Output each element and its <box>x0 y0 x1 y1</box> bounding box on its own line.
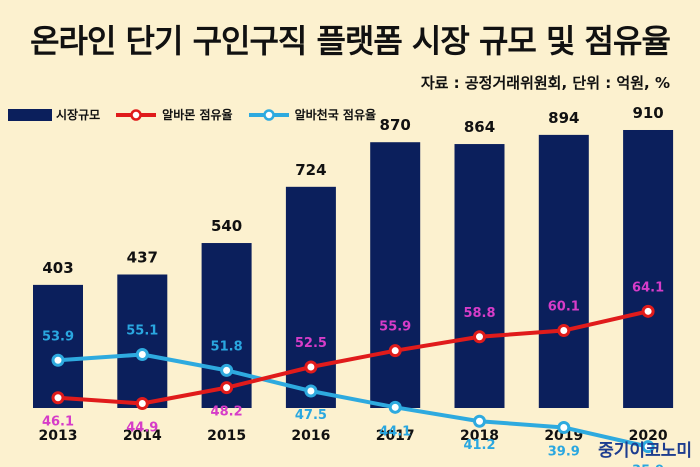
chart-title: 온라인 단기 구인구직 플랫폼 시장 규모 및 점유율 <box>30 22 671 60</box>
x-tick-label-2018: 2018 <box>460 428 499 444</box>
point-albamon-2016 <box>304 360 318 374</box>
bar-market-size-2013 <box>33 284 83 408</box>
data-label-alba-heaven-2016: 47.5 <box>295 408 327 423</box>
bar-market-size-2019 <box>538 134 589 408</box>
point-alba-heaven-2017 <box>388 400 402 414</box>
legend-label-market-size: 시장규모 <box>56 108 101 122</box>
data-label-alba-heaven-2017: 44.1 <box>379 424 411 439</box>
data-label-alba-heaven-2018: 41.2 <box>463 438 495 453</box>
point-alba-heaven-2018 <box>473 414 486 428</box>
data-label-albamon-2014: 44.9 <box>126 420 158 435</box>
bar-value-label-2015: 540 <box>211 217 242 235</box>
bar-market-size-2014 <box>117 274 168 408</box>
legend-item-albamon: 알바몬 점유율 <box>114 106 233 123</box>
legend-item-market-size: 시장규모 <box>8 106 100 123</box>
point-alba-heaven-2020 <box>641 440 655 454</box>
data-label-albamon-2018: 58.8 <box>463 306 495 321</box>
legend-swatch-bar <box>8 108 52 121</box>
point-alba-heaven-2016 <box>304 384 318 398</box>
bar-value-label-2017: 870 <box>380 116 411 134</box>
legend-label-albamon: 알바몬 점유율 <box>162 108 233 122</box>
line-albamon <box>57 309 649 406</box>
point-albamon-2014 <box>135 396 149 410</box>
x-tick-label-2016: 2016 <box>291 428 330 444</box>
data-label-albamon-2017: 55.9 <box>379 320 411 335</box>
point-alba-heaven-2015 <box>220 363 234 377</box>
data-label-alba-heaven-2015: 51.8 <box>211 339 243 354</box>
bar-market-size-2018 <box>454 144 505 408</box>
data-label-alba-heaven-2020: 35.9 <box>632 464 664 467</box>
legend-swatch-alba-heaven <box>248 108 289 121</box>
point-alba-heaven-2019 <box>557 420 571 434</box>
x-tick-label-2014: 2014 <box>123 428 162 444</box>
chart-source-note: 자료 : 공정거래위원회, 단위 : 억원, % <box>420 74 670 92</box>
data-label-albamon-2016: 52.5 <box>295 336 327 351</box>
point-albamon-2015 <box>220 381 234 395</box>
point-albamon-2018 <box>473 330 486 344</box>
data-label-albamon-2020: 64.1 <box>632 280 664 295</box>
bar-value-label-2013: 403 <box>42 259 73 277</box>
data-label-albamon-2019: 60.1 <box>548 300 580 315</box>
point-albamon-2017 <box>388 344 402 358</box>
line-alba-heaven <box>57 352 649 449</box>
point-alba-heaven-2014 <box>135 348 149 362</box>
point-albamon-2020 <box>641 304 655 318</box>
data-label-albamon-2013: 46.1 <box>42 415 74 430</box>
legend-swatch-albamon <box>116 108 157 121</box>
x-tick-label-2019: 2019 <box>544 428 583 444</box>
data-label-alba-heaven-2019: 39.9 <box>548 444 580 459</box>
bar-value-label-2019: 894 <box>548 109 579 127</box>
bar-market-size-2015 <box>201 243 252 408</box>
bar-value-label-2014: 437 <box>127 248 158 266</box>
bar-value-label-2016: 724 <box>295 161 326 179</box>
legend-item-alba-heaven: 알바천국 점유율 <box>247 106 376 123</box>
point-albamon-2013 <box>51 391 65 405</box>
publisher-logo: 중기이코노미 <box>598 441 692 461</box>
bar-market-size-2020 <box>623 129 674 408</box>
data-label-alba-heaven-2014: 55.1 <box>126 324 158 339</box>
point-alba-heaven-2013 <box>51 353 65 367</box>
bar-market-size-2016 <box>285 186 336 408</box>
bar-value-label-2018: 864 <box>464 118 495 136</box>
x-tick-label-2017: 2017 <box>376 428 415 444</box>
bar-market-size-2017 <box>370 142 421 408</box>
chart-legend: 시장규모 알바몬 점유율 알바천국 점유율 <box>8 106 376 123</box>
x-tick-label-2020: 2020 <box>629 428 668 444</box>
point-albamon-2019 <box>557 324 571 338</box>
x-tick-label-2015: 2015 <box>207 428 246 444</box>
data-label-albamon-2015: 48.2 <box>211 405 243 420</box>
data-label-alba-heaven-2013: 53.9 <box>42 329 74 344</box>
x-tick-label-2013: 2013 <box>39 428 78 444</box>
legend-label-alba-heaven: 알바천국 점유율 <box>294 108 377 122</box>
bar-value-label-2020: 910 <box>632 104 663 122</box>
